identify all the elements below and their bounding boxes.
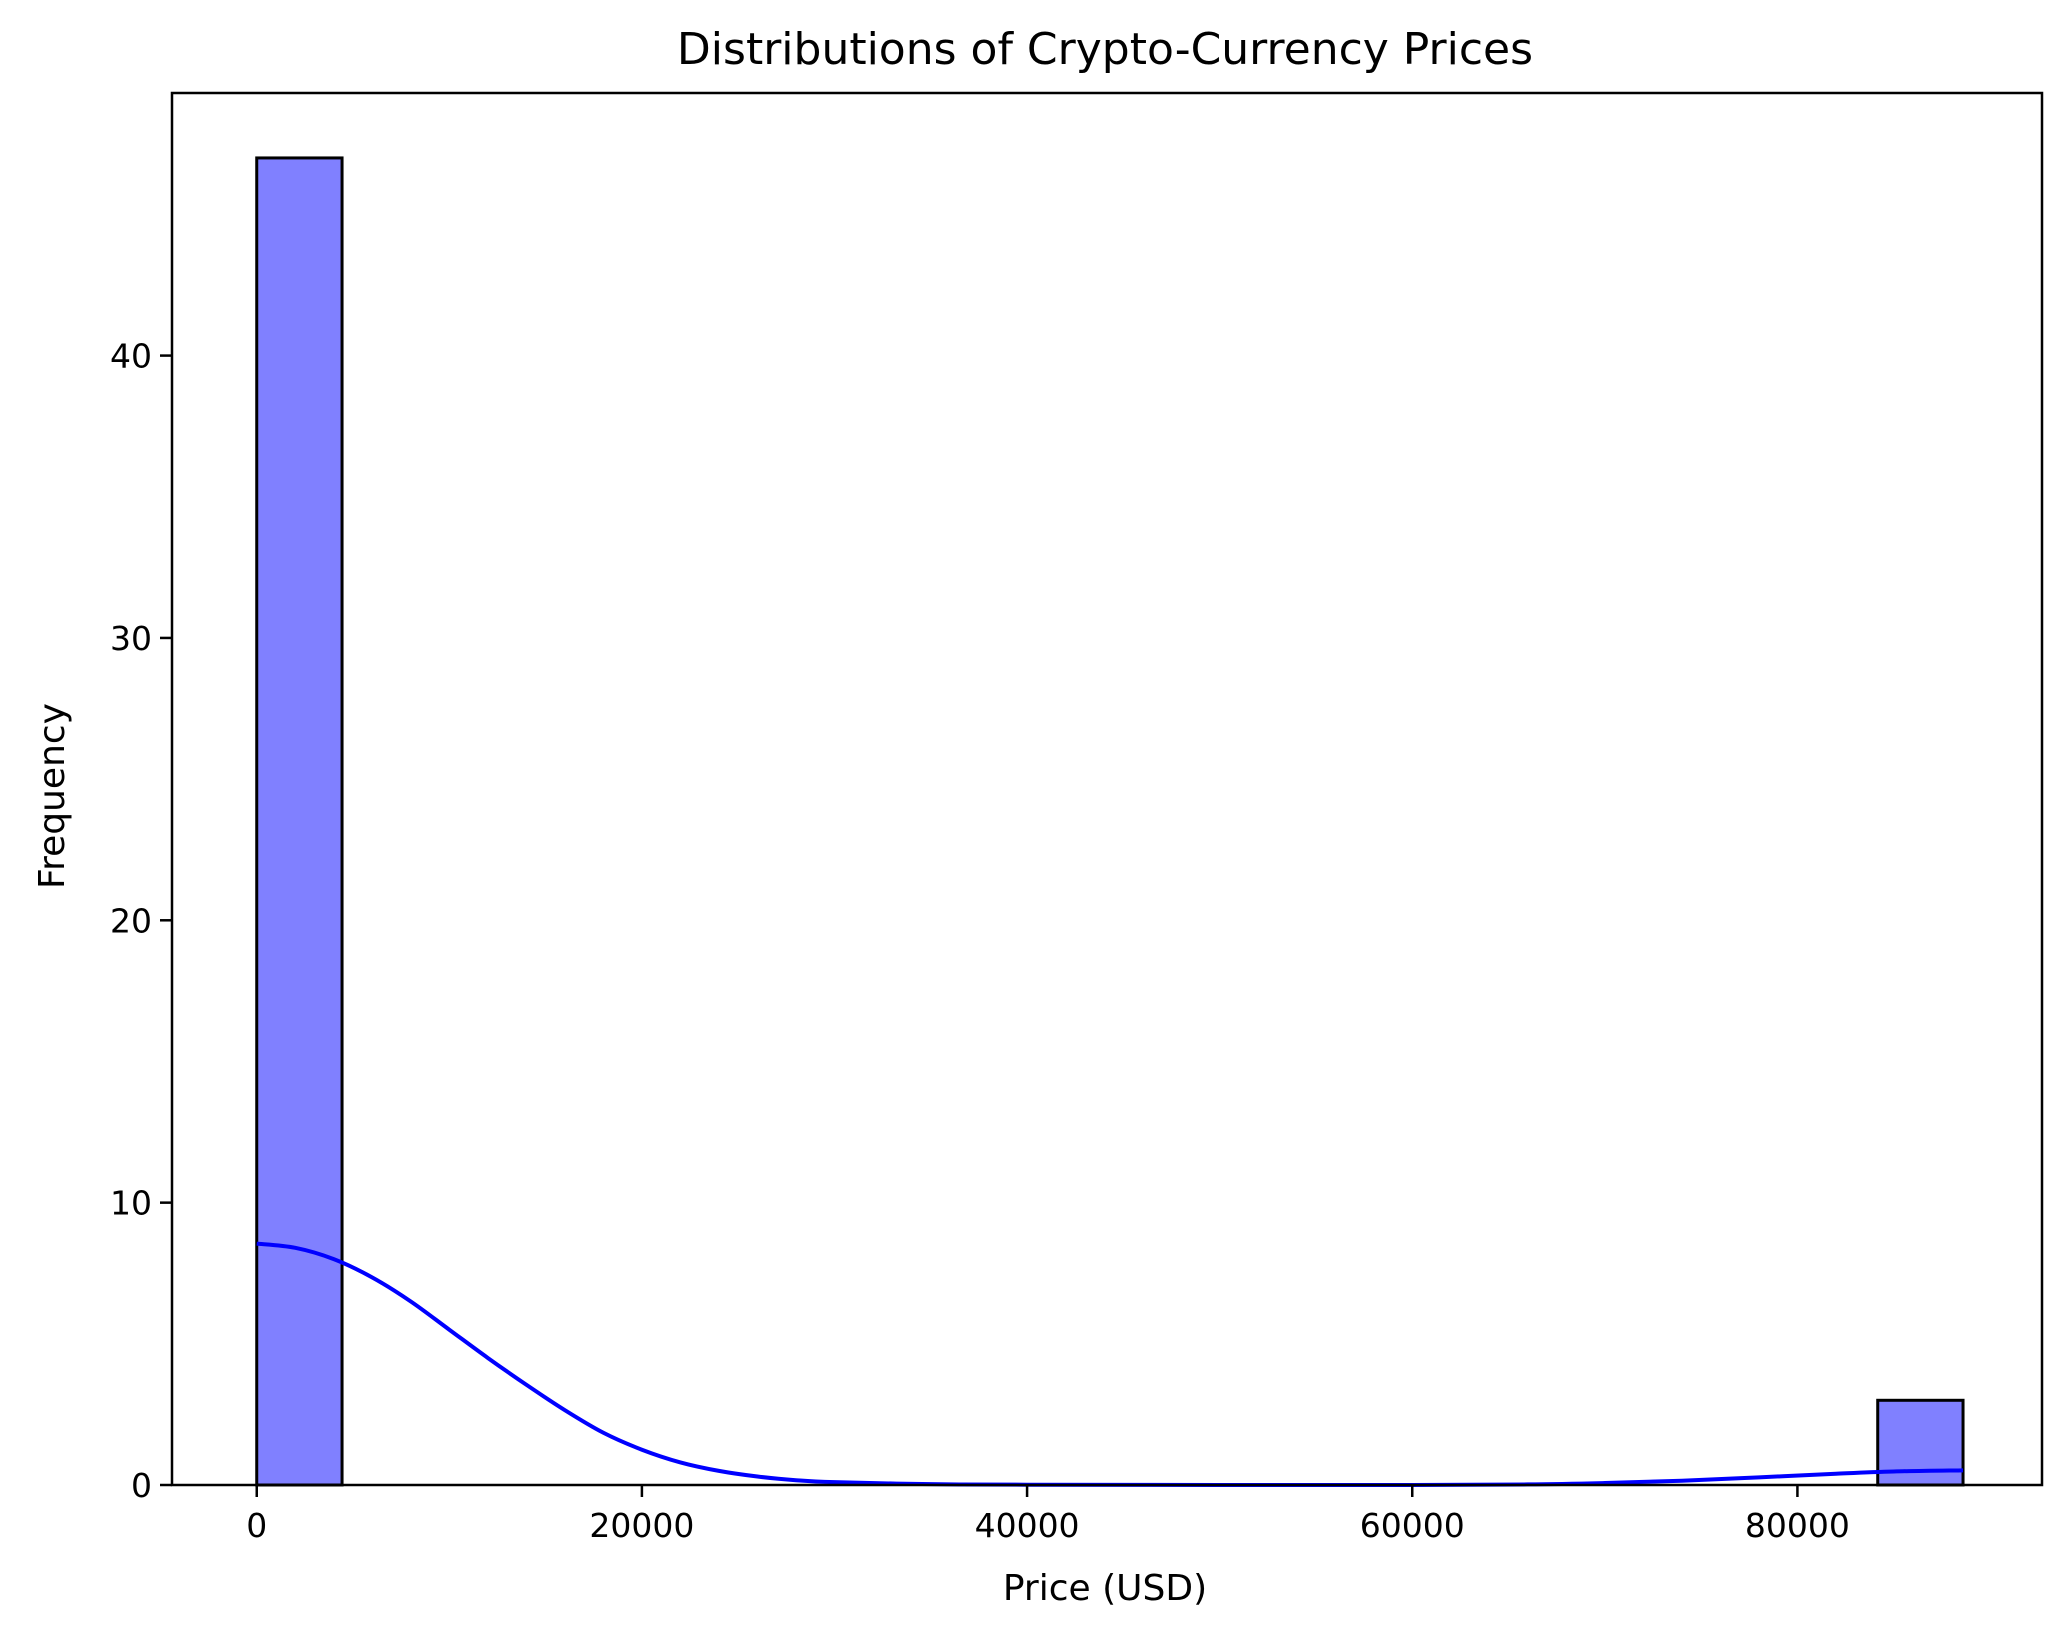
kde-curve (256, 1241, 1964, 1488)
x-tick-label: 60000 (1360, 1506, 1465, 1545)
y-tick-label: 20 (110, 901, 152, 940)
x-tick-label: 20000 (589, 1506, 694, 1545)
x-tick-label: 40000 (975, 1506, 1080, 1545)
y-axis-ticks: 0 10 20 30 40 (110, 337, 172, 1505)
y-tick-label: 10 (110, 1184, 152, 1223)
bars-group (255, 156, 1965, 1487)
x-axis-ticks: 0 20000 40000 60000 80000 (246, 1485, 1850, 1545)
y-tick-label: 40 (110, 337, 152, 376)
histogram-bar (255, 156, 344, 1487)
y-tick-label: 0 (131, 1466, 152, 1505)
y-tick-label: 30 (110, 619, 152, 658)
plot-frame (170, 91, 2044, 1487)
x-axis-label: Price (USD) (1003, 1568, 1207, 1609)
chart-title: Distributions of Crypto-Currency Prices (677, 24, 1533, 75)
x-tick-label: 80000 (1745, 1506, 1850, 1545)
y-axis-label: Frequency (32, 703, 73, 889)
x-tick-label: 0 (246, 1506, 267, 1545)
